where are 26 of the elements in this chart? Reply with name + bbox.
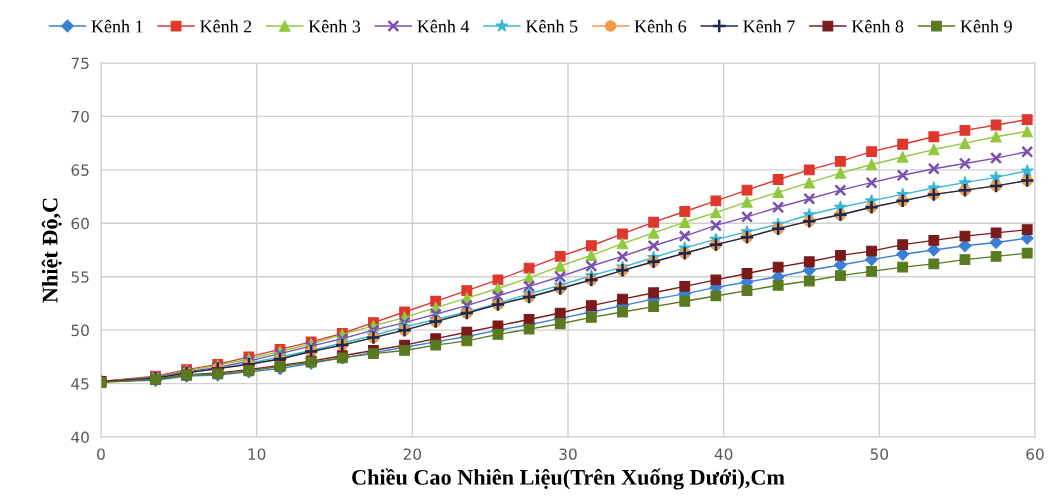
legend-label: Kênh 2 (200, 19, 252, 33)
y-tick-label: 75 (71, 57, 89, 70)
x-tick-label: 20 (403, 448, 422, 460)
x-tick-label: 10 (248, 448, 266, 460)
y-tick-label: 50 (71, 324, 89, 337)
legend-label: Kênh 1 (91, 19, 143, 33)
y-tick-label: 60 (71, 217, 89, 230)
y-tick-label: 70 (71, 110, 89, 123)
legend-label: Kênh 7 (743, 19, 795, 33)
legend-label: Kênh 4 (417, 19, 470, 33)
legend-label: Kênh 8 (851, 19, 904, 33)
x-tick-label: 50 (870, 448, 889, 460)
x-tick-label: 0 (97, 448, 105, 460)
y-tick-label: 65 (71, 164, 89, 176)
x-axis-title: Chiều Cao Nhiên Liệu(Trên Xuống Dưới),Cm (352, 468, 785, 490)
y-tick-label: 55 (71, 271, 89, 283)
y-tick-label: 45 (71, 378, 89, 390)
legend-label: Kênh 3 (308, 19, 361, 33)
legend-label: Kênh 5 (525, 19, 578, 33)
legend-label: Kênh 9 (960, 19, 1012, 33)
y-tick-label: 40 (71, 431, 89, 444)
legend-label: Kênh 6 (634, 19, 687, 33)
x-tick-label: 30 (559, 448, 577, 460)
y-axis-title: Nhiệt Độ,C (41, 198, 62, 303)
x-tick-label: 40 (714, 448, 733, 460)
x-tick-label: 60 (1026, 448, 1044, 460)
